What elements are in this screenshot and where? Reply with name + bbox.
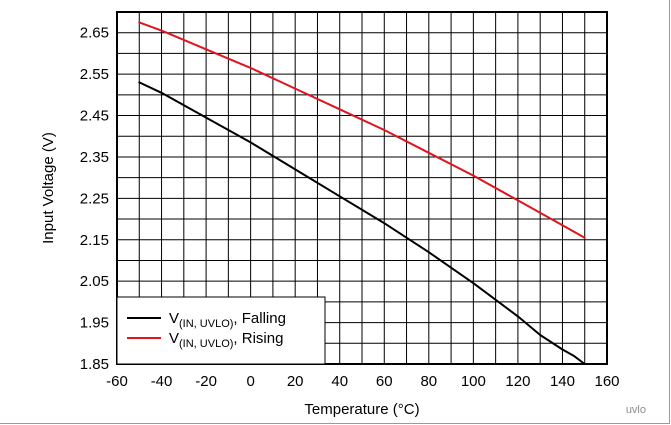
y-axis-label: Input Voltage (V) [40, 132, 57, 244]
x-tick-label: 160 [594, 373, 619, 390]
y-tick-label: 2.25 [80, 190, 109, 207]
series-line-1 [138, 21, 586, 239]
x-tick-labels: -60 -40 -20 0 20 40 60 80 100 120 140 160 [106, 373, 619, 390]
x-tick-label: 80 [420, 373, 437, 390]
legend-label: V(IN, UVLO), Rising [169, 330, 283, 350]
x-tick-label: 100 [461, 373, 486, 390]
y-tick-label: 1.85 [80, 356, 109, 373]
plot-border [116, 11, 608, 365]
legend-label: V(IN, UVLO), Falling [169, 310, 286, 330]
series-line-0 [138, 81, 586, 365]
y-tick-label: 2.35 [80, 149, 109, 166]
y-tick-label: 2.05 [80, 273, 109, 290]
x-tick-label: 0 [246, 373, 254, 390]
x-tick-label: -40 [151, 373, 173, 390]
y-tick-label: 2.15 [80, 232, 109, 249]
series-layer [138, 21, 586, 365]
x-tick-label: 20 [287, 373, 304, 390]
x-tick-label: 140 [550, 373, 575, 390]
x-tick-label: -60 [106, 373, 128, 390]
y-tick-label: 1.95 [80, 315, 109, 332]
y-tick-label: 2.55 [80, 66, 109, 83]
y-tick-label: 2.45 [80, 108, 109, 125]
figure-tag: uvlo [626, 404, 646, 416]
y-tick-label: 2.65 [80, 25, 109, 42]
x-tick-label: -20 [195, 373, 217, 390]
y-tick-labels: 1.85 1.95 2.05 2.15 2.25 2.35 2.45 2.55 2.65 [80, 25, 109, 373]
x-tick-label: 60 [376, 373, 393, 390]
x-tick-label: 40 [331, 373, 348, 390]
x-axis-label: Temperature (°C) [304, 401, 419, 418]
x-tick-label: 120 [505, 373, 530, 390]
legend-box [116, 296, 326, 365]
